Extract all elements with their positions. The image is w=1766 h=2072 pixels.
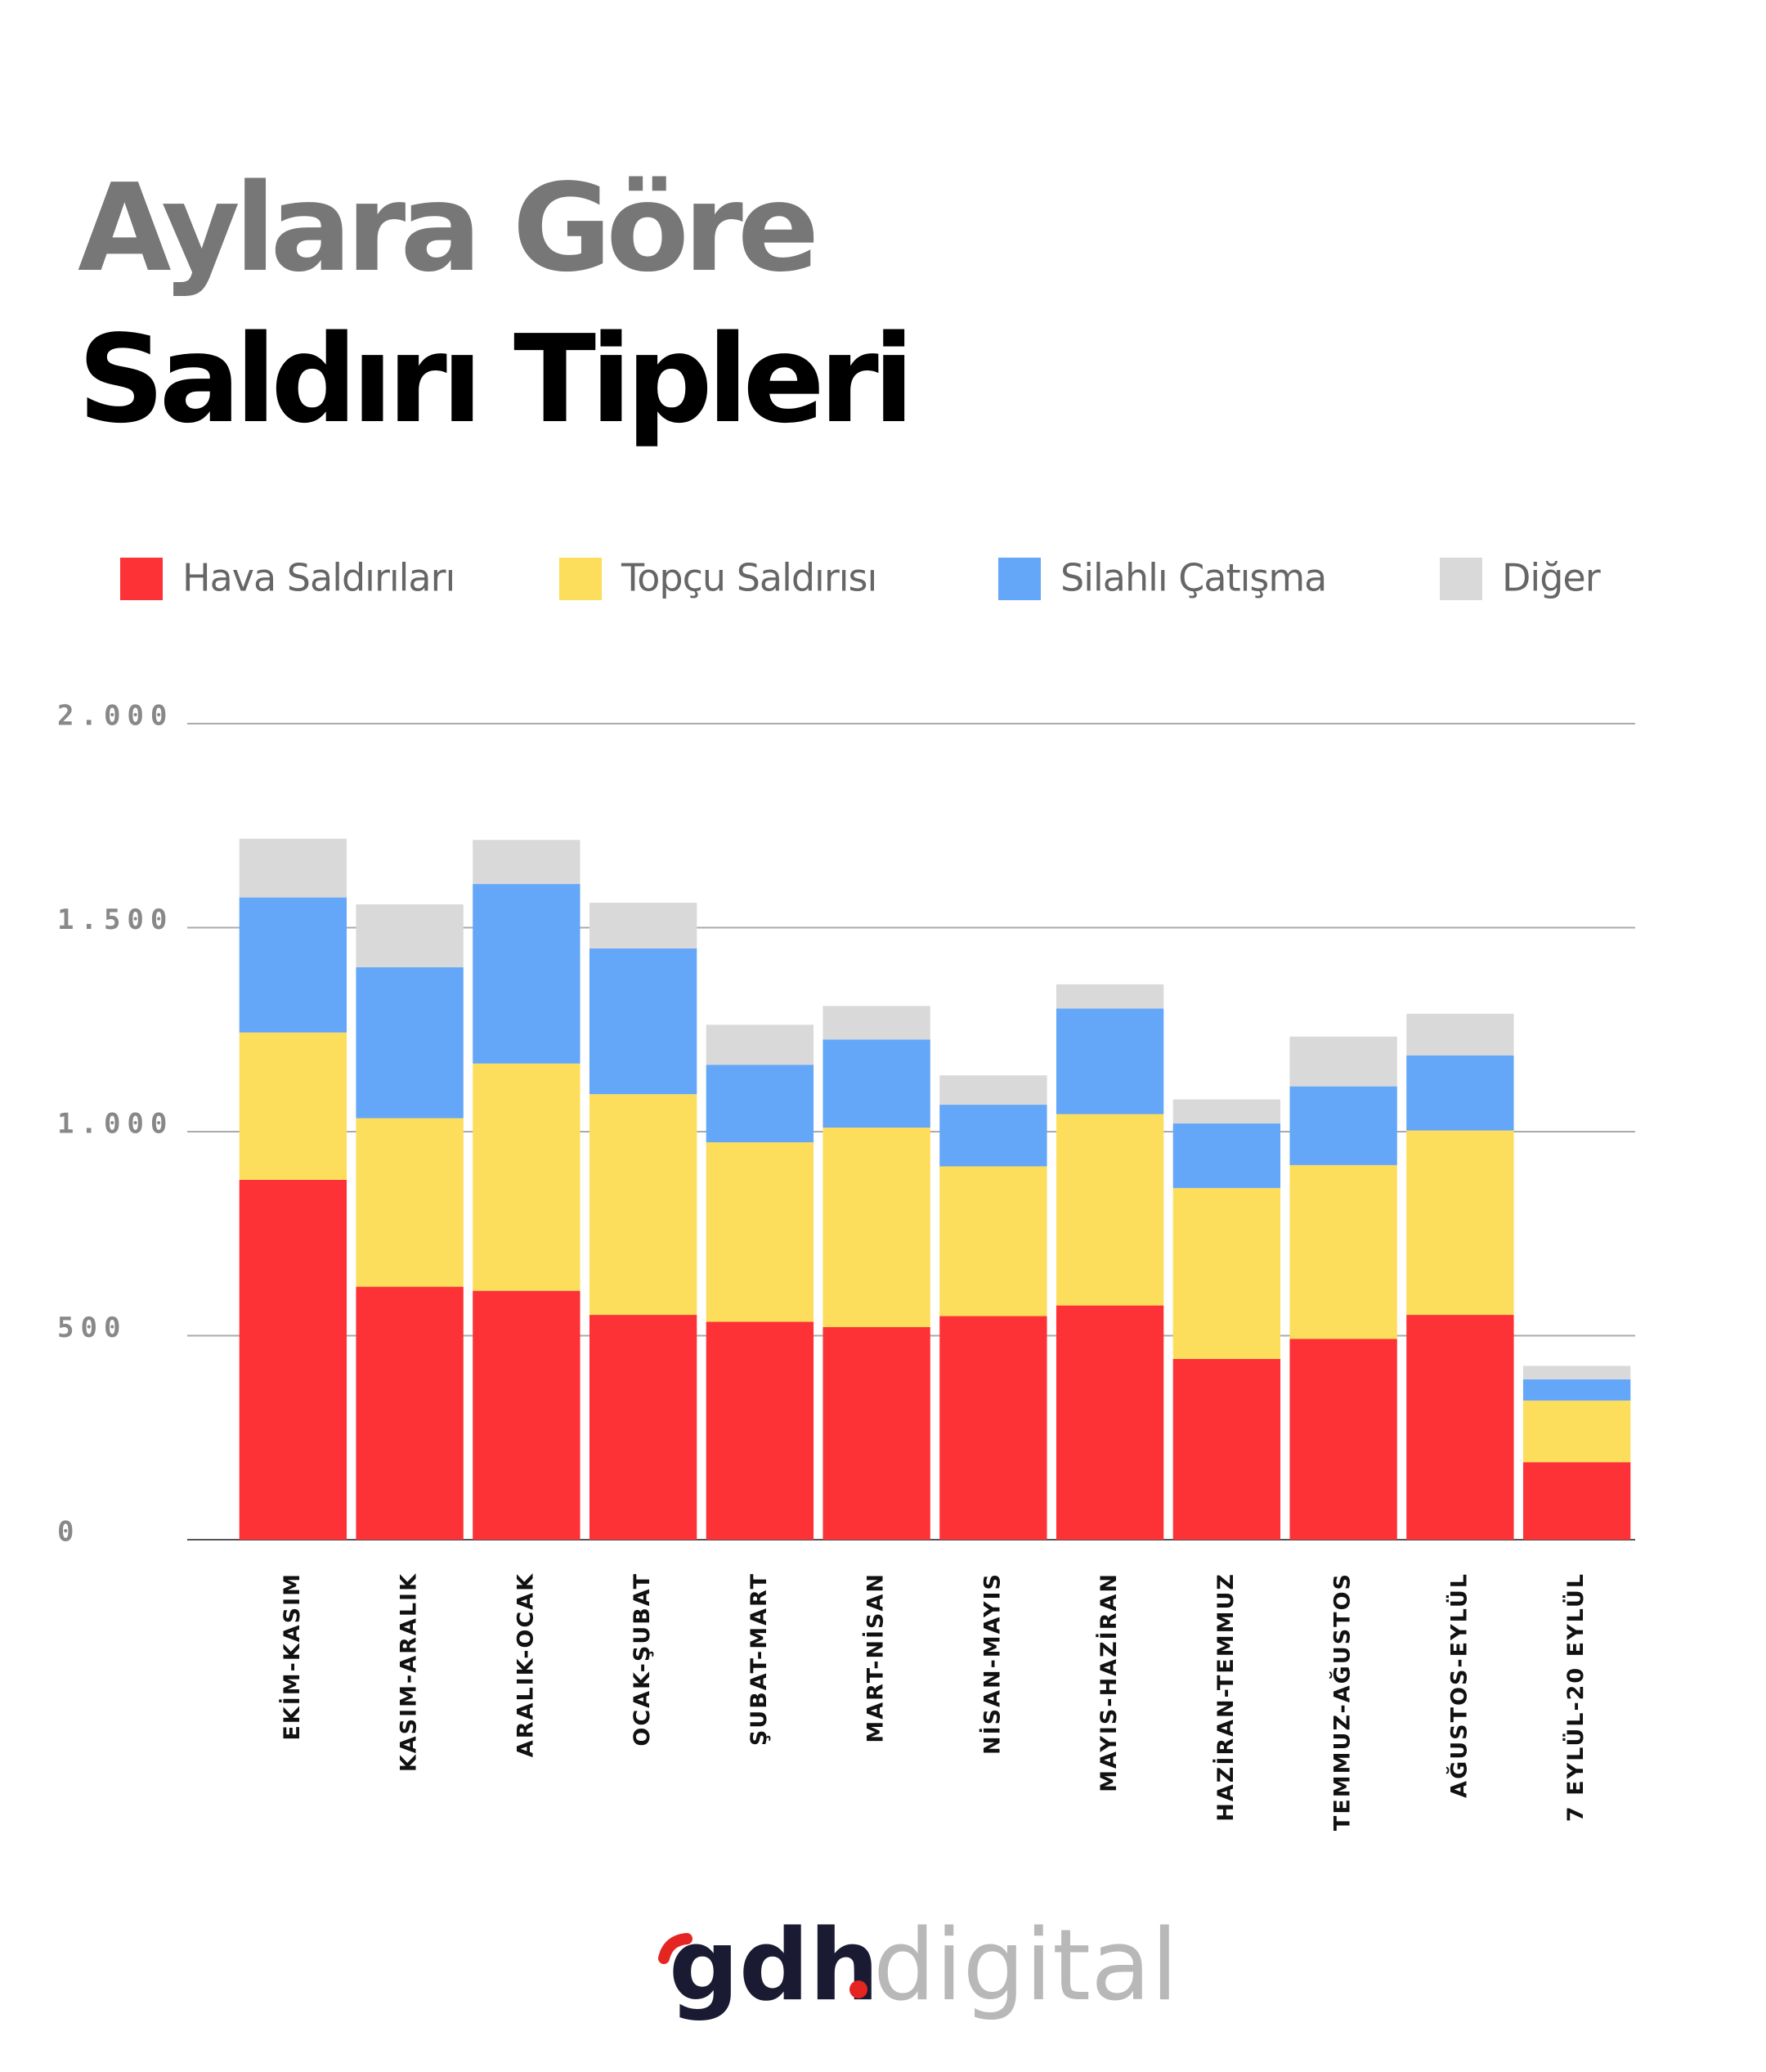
bar-segment xyxy=(239,1032,347,1180)
x-tick-label: OCAK-ŞUBAT xyxy=(630,1572,655,1747)
bar-segment xyxy=(1056,984,1164,1009)
x-tick-label: TEMMUZ-AĞUSTOS xyxy=(1329,1572,1356,1831)
bar-segment xyxy=(1172,1099,1281,1124)
bar-segment xyxy=(239,1179,347,1540)
legend-label: Silahlı Çatışma xyxy=(1060,556,1326,600)
logo-swoosh xyxy=(658,1933,693,1964)
bar-segment xyxy=(1522,1400,1631,1463)
bar-segment xyxy=(939,1075,1047,1106)
bar-segment xyxy=(356,966,464,1119)
y-tick-label: 0 xyxy=(57,1516,80,1549)
bar-segment xyxy=(589,1094,697,1316)
legend-label: Topçu Saldırısı xyxy=(621,556,876,600)
bar-segment xyxy=(822,1327,930,1540)
bar-segment xyxy=(939,1316,1047,1540)
legend-swatch xyxy=(998,558,1041,600)
bar-segment xyxy=(1289,1339,1397,1540)
x-tick-label: 7 EYLÜL-20 EYLÜL xyxy=(1562,1572,1589,1822)
x-tick-label: ŞUBAT-MART xyxy=(746,1572,772,1746)
title-line2: Saldırı Tipleri xyxy=(78,309,909,450)
logo-dot xyxy=(849,1980,867,1998)
x-tick-label: HAZİRAN-TEMMUZ xyxy=(1212,1572,1239,1822)
bar-segment xyxy=(473,1290,580,1540)
logo-brand: gdh xyxy=(669,1909,879,2023)
bar-segment xyxy=(356,1118,464,1287)
bar-segment xyxy=(939,1105,1047,1167)
bar-segment xyxy=(1056,1114,1164,1306)
bar-segment xyxy=(1522,1366,1631,1379)
bar-segment xyxy=(239,897,347,1033)
bar-segment xyxy=(1056,1305,1164,1540)
bar-segment xyxy=(1172,1358,1281,1540)
y-tick-label: 500 xyxy=(57,1312,127,1344)
bar-segment xyxy=(1406,1315,1514,1540)
bar-segment xyxy=(822,1128,930,1328)
x-tick-label: MART-NİSAN xyxy=(863,1572,889,1743)
bar-segment xyxy=(1172,1123,1281,1188)
y-tick-label: 1.500 xyxy=(57,904,173,936)
bar-segment xyxy=(473,1063,580,1291)
bar-segment xyxy=(706,1321,814,1540)
bar-segment xyxy=(356,1286,464,1540)
legend-swatch xyxy=(559,558,602,600)
bar-segment xyxy=(1172,1187,1281,1359)
bar-segment xyxy=(356,904,464,967)
bar-segment xyxy=(1406,1055,1514,1131)
legend-swatch xyxy=(120,558,163,600)
bar-segment xyxy=(589,1315,697,1540)
bar-segment xyxy=(706,1141,814,1322)
bar-segment xyxy=(1289,1086,1397,1165)
x-tick-label: NİSAN-MAYIS xyxy=(979,1572,1005,1755)
bar-segment xyxy=(239,838,347,898)
x-tick-label: AĞUSTOS-EYLÜL xyxy=(1445,1572,1472,1798)
bar-segment xyxy=(1289,1036,1397,1087)
x-tick-label: MAYIS-HAZİRAN xyxy=(1096,1572,1122,1792)
bar-segment xyxy=(589,903,697,949)
bar-segment xyxy=(1522,1462,1631,1540)
y-tick-label: 1.000 xyxy=(57,1108,173,1141)
bar-segment xyxy=(589,948,697,1095)
x-tick-label: KASIM-ARALIK xyxy=(397,1572,422,1772)
bar-segment xyxy=(1056,1008,1164,1114)
x-tick-label: EKİM-KASIM xyxy=(279,1572,305,1741)
x-tick-label: ARALIK-OCAK xyxy=(513,1572,538,1757)
bar-segment xyxy=(822,1039,930,1128)
bar-segment xyxy=(939,1166,1047,1316)
bar-segment xyxy=(1522,1379,1631,1401)
bar-segment xyxy=(706,1025,814,1065)
bar-segment xyxy=(1289,1164,1397,1339)
bar-segment xyxy=(706,1065,814,1142)
logo-suffix: digital xyxy=(873,1909,1178,2023)
legend-label: Diğer xyxy=(1502,556,1601,600)
bar-segment xyxy=(822,1006,930,1040)
bar-segment xyxy=(473,840,580,885)
bar-segment xyxy=(1406,1013,1514,1056)
title-line1: Aylara Göre xyxy=(78,158,814,298)
bar-segment xyxy=(1406,1130,1514,1316)
legend-label: Hava Saldırıları xyxy=(182,556,455,600)
legend-swatch xyxy=(1440,558,1482,600)
bar-segment xyxy=(473,884,580,1064)
y-tick-label: 2.000 xyxy=(57,700,173,733)
